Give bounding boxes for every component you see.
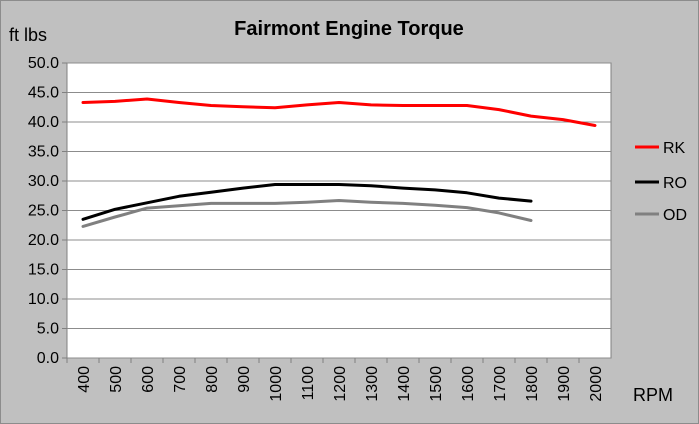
x-tick-label: 1600 <box>460 366 477 402</box>
x-tick-label: 1400 <box>396 366 413 402</box>
series-lines <box>81 97 597 228</box>
legend-label-rk: RK <box>663 140 686 157</box>
x-tick-label: 700 <box>172 366 189 393</box>
chart-title: Fairmont Engine Torque <box>234 18 464 40</box>
y-tick-label: 45.0 <box>28 85 59 102</box>
x-tick-label: 1100 <box>300 366 317 401</box>
grid-lines <box>62 62 611 363</box>
x-tick-label: 1800 <box>524 366 541 402</box>
x-tick-label: 1000 <box>268 366 285 402</box>
y-tick-label: 0.0 <box>37 350 59 367</box>
y-tick-label: 40.0 <box>28 114 59 131</box>
x-axis-label: RPM <box>633 385 673 405</box>
series-line-rk <box>81 97 597 127</box>
y-tick-label: 25.0 <box>28 203 59 220</box>
x-tick-label: 1700 <box>492 366 509 402</box>
x-tick-label: 1500 <box>428 366 445 402</box>
legend-label-od: OD <box>663 207 687 224</box>
y-tick-label: 50.0 <box>28 55 59 72</box>
y-axis-label: ft lbs <box>9 25 47 45</box>
x-tick-label: 1300 <box>364 366 381 402</box>
y-tick-label: 35.0 <box>28 144 59 161</box>
x-tick-label: 1900 <box>556 366 573 402</box>
y-tick-label: 10.0 <box>28 291 59 308</box>
y-tick-labels: 0.0 5.0 10.0 15.0 20.0 25.0 30.0 35.0 40.0 45.0 50… <box>28 55 59 367</box>
x-tick-label: 2000 <box>588 366 605 402</box>
x-tick-labels: 400 500 600 700 800 900 1000 1100 1200 1300 1400 15… <box>76 366 605 402</box>
x-tick-label: 800 <box>204 366 221 393</box>
x-tick-label: 900 <box>236 366 253 393</box>
y-tick-label: 30.0 <box>28 173 59 190</box>
series-line-ro <box>81 183 533 221</box>
x-tick-label: 500 <box>108 366 125 393</box>
x-tick-label: 600 <box>140 366 157 393</box>
x-tick-label: 1200 <box>332 366 349 402</box>
y-tick-label: 15.0 <box>28 262 59 279</box>
x-tick-label: 400 <box>76 366 93 393</box>
y-tick-label: 5.0 <box>37 321 59 338</box>
series-line-od <box>81 199 533 228</box>
legend: RK RO OD <box>635 140 687 224</box>
legend-label-ro: RO <box>663 175 687 192</box>
y-tick-label: 20.0 <box>28 232 59 249</box>
